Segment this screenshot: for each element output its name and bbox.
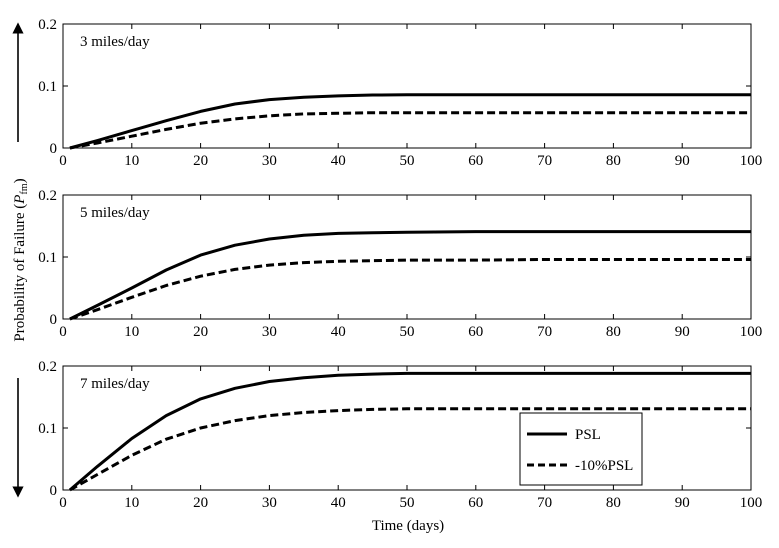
- x-tick-label: 40: [331, 324, 346, 340]
- legend-label-psl: PSL: [575, 427, 601, 443]
- y-tick-label: 0.2: [38, 188, 57, 204]
- y-axis-label: Probability of Failure (Pfm): [12, 178, 30, 341]
- legend: PSL -10%PSL: [519, 412, 643, 486]
- series-line-psl: [68, 371, 751, 492]
- x-tick-label: 80: [606, 495, 621, 511]
- panel-5-miles-per-day: 0 10 20 30 40 50 60 70 80 90 100 0 0.1 0.2 5 miles/day: [38, 188, 762, 340]
- legend-box: [519, 412, 643, 486]
- series-line-minus10psl: [69, 111, 751, 150]
- x-tick-label: 30: [262, 495, 277, 511]
- x-tick-label: 60: [468, 324, 483, 340]
- x-tick-label: 60: [468, 153, 483, 169]
- x-tick-label: 0: [59, 153, 67, 169]
- x-tick-label: 30: [262, 153, 277, 169]
- legend-label-minus10psl: -10%PSL: [575, 458, 633, 474]
- y-tick-label: 0.1: [38, 250, 57, 266]
- x-tick-label: 50: [400, 324, 415, 340]
- x-tick-label: 60: [468, 495, 483, 511]
- x-tick-label: 40: [331, 153, 346, 169]
- series-line-psl: [69, 93, 751, 150]
- x-tick-label: 40: [331, 495, 346, 511]
- x-tick-label: 80: [606, 324, 621, 340]
- y-tick-label: 0.1: [38, 421, 57, 437]
- panel-label: 7 miles/day: [80, 376, 150, 392]
- panel-3-miles-per-day: 0 10 20 30 40 50 60 70 80 90 100 0 0.1 0.2 3 miles/day: [38, 17, 762, 169]
- x-tick-label: 0: [59, 495, 67, 511]
- x-tick-label: 90: [675, 153, 690, 169]
- panel-label: 3 miles/day: [80, 34, 150, 50]
- y-tick-label: 0: [50, 483, 58, 499]
- y-tick-label: 0.2: [38, 17, 57, 33]
- x-tick-label: 90: [675, 324, 690, 340]
- plot-frame: [62, 194, 752, 320]
- x-axis-label: Time (days): [372, 518, 444, 534]
- y-tick-label: 0: [50, 141, 58, 157]
- y-tick-label: 0.1: [38, 79, 57, 95]
- x-tick-label: 50: [400, 153, 415, 169]
- series-line-minus10psl: [69, 407, 751, 492]
- x-tick-label: 90: [675, 495, 690, 511]
- x-tick-label: 20: [193, 324, 208, 340]
- plot-frame: [62, 365, 752, 491]
- x-tick-label: 10: [124, 153, 139, 169]
- series-line-psl: [69, 230, 751, 321]
- x-tick-label: 100: [740, 495, 763, 511]
- x-tick-label: 100: [740, 324, 763, 340]
- x-tick-label: 30: [262, 324, 277, 340]
- x-tick-label: 20: [193, 153, 208, 169]
- y-tick-label: 0: [50, 312, 58, 328]
- series-line-minus10psl: [69, 258, 751, 321]
- x-tick-label: 10: [124, 495, 139, 511]
- x-tick-label: 70: [537, 495, 552, 511]
- x-tick-label: 80: [606, 153, 621, 169]
- x-tick-label: 100: [740, 153, 763, 169]
- x-tick-label: 10: [124, 324, 139, 340]
- x-tick-label: 70: [537, 324, 552, 340]
- x-tick-label: 20: [193, 495, 208, 511]
- x-tick-label: 50: [400, 495, 415, 511]
- y-tick-label: 0.2: [38, 359, 57, 375]
- panel-label: 5 miles/day: [80, 205, 150, 221]
- x-tick-label: 70: [537, 153, 552, 169]
- panel-7-miles-per-day: 0 10 20 30 40 50 60 70 80 90 100 0 0.1 0.2 7 miles/day: [38, 359, 762, 511]
- x-tick-label: 0: [59, 324, 67, 340]
